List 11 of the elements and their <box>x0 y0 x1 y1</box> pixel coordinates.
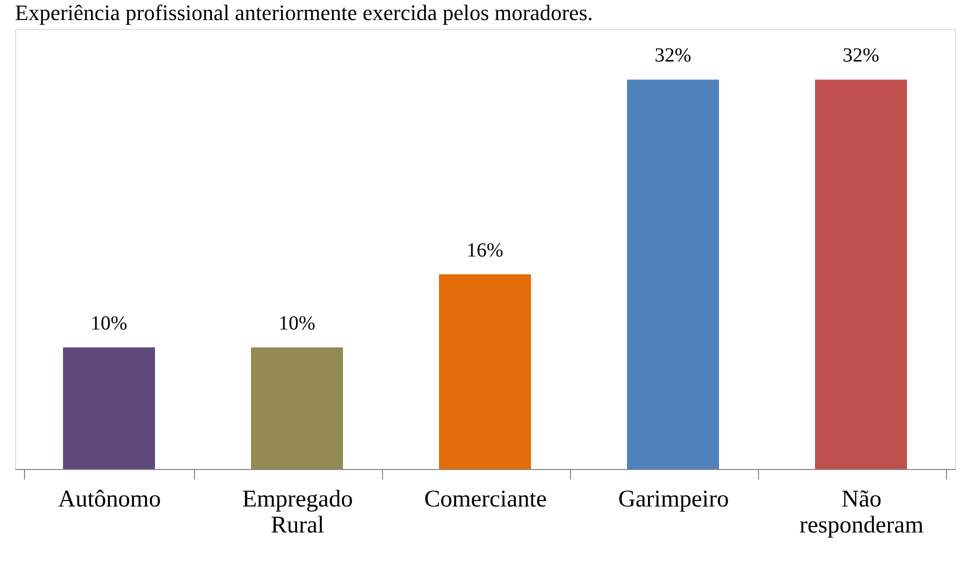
data-label: 10% <box>90 312 128 334</box>
x-tick-label: Comerciante <box>424 486 547 512</box>
x-tick-label: Autônomo <box>58 486 161 512</box>
data-label: 10% <box>278 312 316 334</box>
x-tick-label: Não responderam <box>800 486 924 538</box>
data-label: 32% <box>654 44 692 67</box>
data-label: 16% <box>466 239 504 262</box>
x-tick-label: Empregado Rural <box>242 486 353 538</box>
chart-title: Experiência profissional anteriormente exercida pelos moradores. <box>15 0 593 25</box>
x-tick-label: Garimpeiro <box>618 486 729 512</box>
data-label: 32% <box>842 44 880 67</box>
